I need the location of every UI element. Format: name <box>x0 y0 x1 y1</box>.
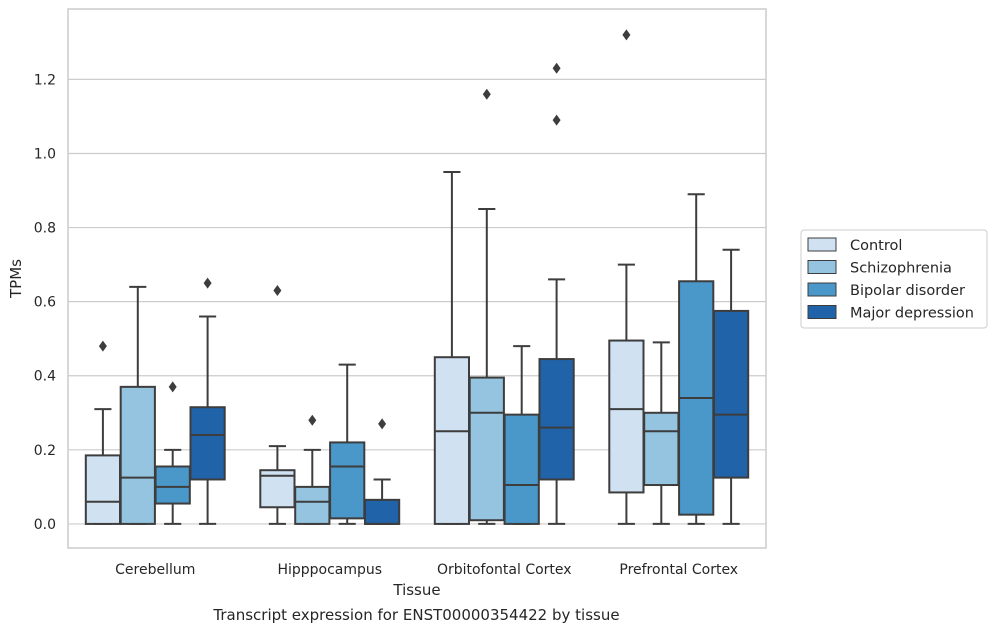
box-control <box>259 285 296 525</box>
iqr-box <box>154 465 191 505</box>
box-control <box>433 170 471 525</box>
chart-caption: Transcript expression for ENST0000035442… <box>213 606 620 624</box>
y-tick-label: 0.6 <box>34 295 56 311</box>
legend-swatch <box>807 237 837 252</box>
y-tick-label: 1.2 <box>34 72 56 88</box>
box-major-depression <box>538 62 575 525</box>
x-tick-label: Cerebellum <box>115 562 195 578</box>
iqr-box <box>84 454 122 525</box>
legend-label: Major depression <box>850 306 974 322</box>
iqr-box <box>119 385 156 525</box>
box-bipolar-disorder <box>503 345 540 525</box>
box-control <box>84 340 122 525</box>
box-control <box>608 29 645 525</box>
box-schizophrenia <box>119 285 156 525</box>
plot-frame <box>67 8 767 549</box>
outlier-point <box>98 340 107 352</box>
y-tick-labels: 0.0 0.2 0.4 0.6 0.8 1.0 1.2 <box>34 72 56 533</box>
outlier-point <box>482 88 491 100</box>
outlier-point <box>378 418 387 430</box>
box-major-depression <box>363 418 401 525</box>
legend-swatch <box>807 260 837 274</box>
iqr-box <box>329 441 366 520</box>
x-tick-label: Orbitofontal Cortex <box>437 562 572 578</box>
legend: Control Schizophrenia Bipolar disorder Majo… <box>800 229 988 329</box>
legend-swatch <box>807 305 837 319</box>
iqr-box <box>712 309 750 479</box>
box-bipolar-disorder <box>678 193 715 525</box>
x-tick-label: Prefrontal Cortex <box>619 562 738 578</box>
iqr-box <box>363 498 401 525</box>
iqr-box <box>608 339 645 494</box>
box-series <box>84 29 750 525</box>
iqr-box <box>189 406 226 481</box>
iqr-box <box>468 376 505 522</box>
y-tick-label: 0.4 <box>34 369 56 385</box>
box-bipolar-disorder <box>154 381 191 525</box>
x-tick-label: Hipppocampus <box>277 562 382 578</box>
outlier-point <box>622 29 631 41</box>
iqr-box <box>294 485 331 525</box>
y-tick-label: 0.8 <box>34 221 56 237</box>
legend-swatch <box>807 282 837 297</box>
outlier-point <box>273 285 282 297</box>
box-schizophrenia <box>468 88 505 525</box>
y-tick-label: 1.0 <box>34 146 56 162</box>
iqr-box <box>643 411 680 487</box>
y-tick-label: 0.0 <box>34 517 56 533</box>
legend-label: Schizophrenia <box>850 261 952 277</box>
iqr-box <box>433 356 471 525</box>
box-major-depression <box>189 277 226 525</box>
iqr-box <box>503 413 540 525</box>
grid-lines <box>68 78 766 525</box>
x-axis-label: Tissue <box>392 581 440 599</box>
outlier-point <box>203 277 212 289</box>
iqr-box <box>538 358 575 481</box>
outlier-point <box>168 381 177 393</box>
outlier-point <box>552 114 561 126</box>
legend-label: Control <box>850 238 902 254</box>
x-tick-labels: Cerebellum Hipppocampus Orbitofontal Corte… <box>115 562 738 578</box>
outlier-point <box>552 62 561 74</box>
box-schizophrenia <box>294 414 331 525</box>
y-tick-label: 0.2 <box>34 443 56 459</box>
y-axis-label: TPMs <box>7 259 25 299</box>
box-major-depression <box>712 248 750 525</box>
outlier-point <box>308 414 317 426</box>
box-schizophrenia <box>643 341 680 525</box>
legend-label: Bipolar disorder <box>850 283 965 299</box>
box-bipolar-disorder <box>329 363 366 525</box>
legend-frame <box>800 229 988 329</box>
